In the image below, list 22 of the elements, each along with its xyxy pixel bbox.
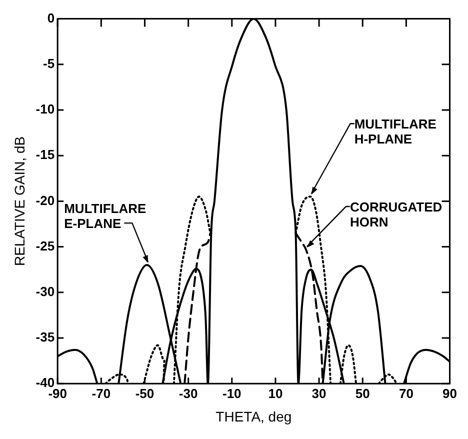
annotation: MULTIFLARE H-PLANE: [354, 116, 437, 147]
x-tick-label: -30: [178, 386, 198, 401]
y-tick-label: -10: [36, 102, 55, 117]
annotation: MULTIFLARE E-PLANE: [64, 201, 146, 232]
y-tick-label: -25: [36, 238, 55, 254]
y-tick-label: 0: [47, 10, 55, 26]
annotation: CORRUGATED HORN: [350, 200, 442, 230]
y-axis-title: RELATIVE GAIN, dB: [11, 136, 28, 266]
x-tick-label: -50: [135, 386, 154, 401]
x-axis-title: THETA, deg: [216, 408, 292, 424]
x-tick-label: 90: [442, 386, 458, 401]
y-tick-label: -30: [36, 284, 55, 299]
x-tick-label: 30: [312, 386, 326, 401]
y-tick-label: -5: [43, 56, 55, 71]
y-tick-label: -15: [36, 147, 55, 162]
x-tick-label: 50: [355, 386, 370, 401]
x-tick-label: 70: [398, 386, 414, 401]
x-tick-label: -70: [92, 386, 111, 401]
x-tick-label: -10: [222, 386, 242, 401]
y-tick-label: -35: [36, 330, 55, 345]
x-tick-label: 10: [268, 386, 283, 401]
y-tick-label: -20: [36, 192, 55, 208]
